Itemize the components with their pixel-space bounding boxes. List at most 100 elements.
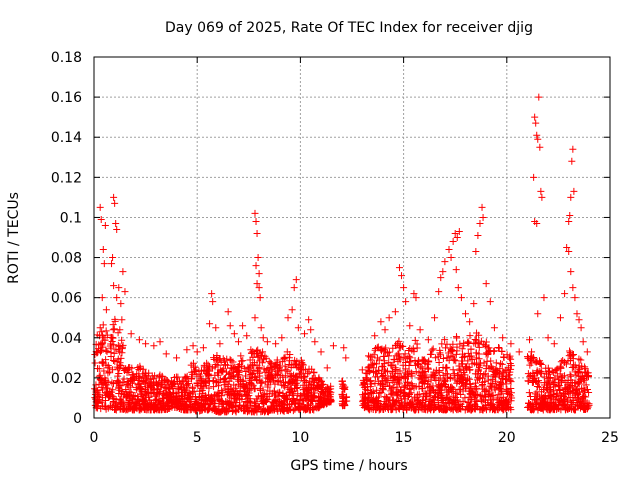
- data-point-marker: [496, 365, 504, 373]
- data-point-marker: [201, 397, 209, 405]
- data-point-marker: [406, 385, 414, 393]
- data-point-marker: [452, 394, 460, 402]
- data-point-marker: [291, 373, 299, 381]
- data-point-marker: [464, 338, 472, 346]
- data-point-marker: [507, 355, 515, 363]
- data-point-marker: [546, 392, 554, 400]
- data-point-marker: [163, 406, 171, 414]
- data-point-marker: [370, 395, 378, 403]
- data-point-marker: [475, 343, 483, 351]
- data-point-marker: [456, 340, 464, 348]
- data-point-marker: [317, 348, 325, 356]
- data-point-marker: [268, 365, 276, 373]
- data-point-marker: [304, 388, 312, 396]
- axis-ticks: [93, 56, 611, 419]
- data-point-marker: [365, 352, 373, 360]
- data-point-marker: [438, 392, 446, 400]
- data-point-marker: [486, 298, 494, 306]
- data-point-marker: [531, 396, 539, 404]
- data-point-marker: [109, 326, 117, 334]
- data-point-marker: [340, 385, 348, 393]
- data-point-marker: [292, 360, 300, 368]
- data-point-marker: [391, 308, 399, 316]
- data-point-marker: [308, 365, 316, 373]
- data-point-marker: [102, 306, 110, 314]
- data-point-marker: [474, 374, 482, 382]
- data-point-marker: [224, 308, 232, 316]
- data-point-marker: [308, 385, 316, 393]
- data-point-marker: [235, 390, 243, 398]
- data-point-marker: [472, 336, 480, 344]
- data-point-marker: [400, 383, 408, 391]
- data-point-marker: [487, 400, 495, 408]
- data-point-marker: [482, 386, 490, 394]
- data-point-marker: [117, 354, 125, 362]
- data-point-marker: [173, 403, 181, 411]
- data-point-marker: [281, 353, 289, 361]
- data-point-marker: [481, 378, 489, 386]
- data-point-marker: [561, 389, 569, 397]
- data-point-marker: [107, 391, 115, 399]
- data-point-marker: [118, 343, 126, 351]
- data-point-marker: [242, 367, 250, 375]
- data-point-marker: [152, 405, 160, 413]
- data-point-marker: [484, 351, 492, 359]
- data-point-marker: [413, 360, 421, 368]
- data-point-marker: [124, 400, 132, 408]
- data-point-marker: [535, 93, 543, 101]
- data-point-marker: [247, 362, 255, 370]
- data-point-marker: [387, 362, 395, 370]
- y-tick-label: 0.16: [51, 90, 82, 106]
- data-point-marker: [493, 394, 501, 402]
- data-point-marker: [251, 209, 259, 217]
- data-point-marker: [421, 358, 429, 366]
- data-point-marker: [381, 326, 389, 334]
- data-point-marker: [193, 348, 201, 356]
- data-point-marker: [505, 354, 513, 362]
- data-point-marker: [442, 364, 450, 372]
- data-point-marker: [282, 366, 290, 374]
- data-point-marker: [98, 398, 106, 406]
- data-point-marker: [538, 369, 546, 377]
- data-point-marker: [282, 392, 290, 400]
- data-point-marker: [472, 384, 480, 392]
- data-point-marker: [427, 350, 435, 358]
- data-point-marker: [449, 366, 457, 374]
- data-point-marker: [156, 338, 164, 346]
- data-point-marker: [415, 382, 423, 390]
- data-point-marker: [555, 386, 563, 394]
- data-point-marker: [122, 385, 130, 393]
- data-point-marker: [457, 405, 465, 413]
- data-point-marker: [569, 145, 577, 153]
- data-point-marker: [482, 280, 490, 288]
- data-point-marker: [571, 294, 579, 302]
- data-point-marker: [561, 290, 569, 298]
- data-point-marker: [390, 355, 398, 363]
- data-point-marker: [495, 344, 503, 352]
- data-point-marker: [240, 383, 248, 391]
- y-tick-label: 0.14: [51, 130, 82, 146]
- data-point-marker: [577, 324, 585, 332]
- data-point-marker: [235, 401, 243, 409]
- data-point-marker: [565, 248, 573, 256]
- data-point-marker: [229, 364, 237, 372]
- data-point-marker: [581, 405, 589, 413]
- data-point-marker: [220, 381, 228, 389]
- data-point-marker: [226, 322, 234, 330]
- data-point-marker: [199, 344, 207, 352]
- data-point-marker: [506, 377, 514, 385]
- data-point-marker: [505, 371, 513, 379]
- data-point-marker: [256, 403, 264, 411]
- data-point-marker: [251, 314, 259, 322]
- y-tick-label: 0.04: [51, 331, 82, 347]
- data-point-marker: [227, 385, 235, 393]
- data-point-marker: [96, 324, 104, 332]
- data-point-marker: [437, 274, 445, 282]
- data-point-marker: [112, 406, 120, 414]
- data-point-marker: [110, 349, 118, 357]
- data-point-marker: [375, 356, 383, 364]
- data-point-marker: [442, 394, 450, 402]
- data-point-marker: [455, 227, 463, 235]
- data-point-marker: [109, 334, 117, 342]
- data-point-marker: [581, 387, 589, 395]
